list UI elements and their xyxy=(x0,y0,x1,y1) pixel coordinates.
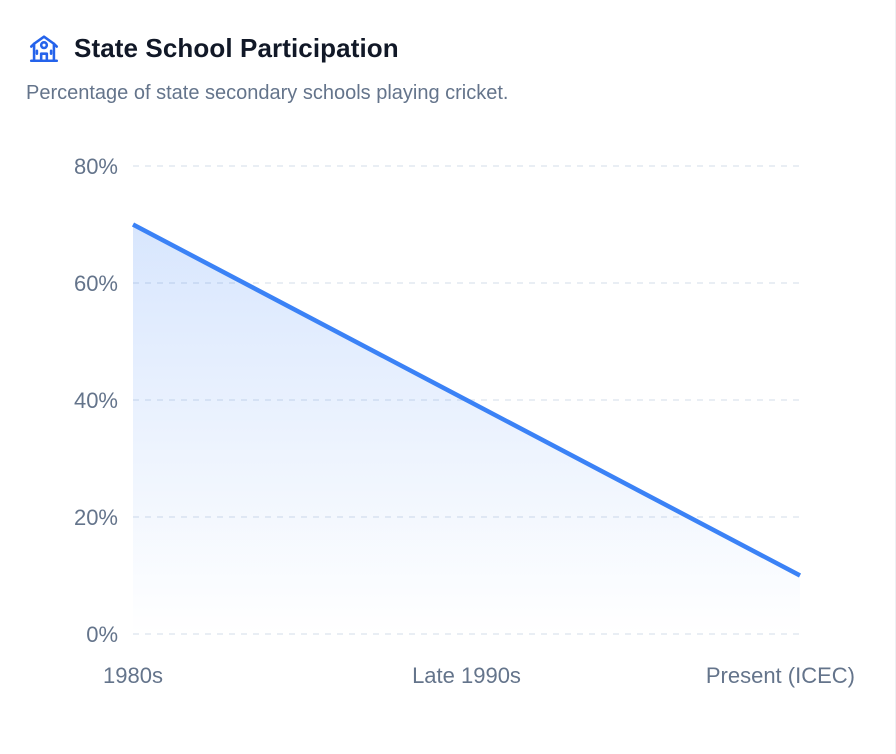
area-fill xyxy=(133,224,800,634)
y-tick-label: 60% xyxy=(74,271,118,296)
y-tick-label: 40% xyxy=(74,388,118,413)
x-tick-label: Present (ICEC) xyxy=(706,663,855,688)
card-header: State School Participation xyxy=(26,30,399,66)
y-tick-label: 80% xyxy=(74,154,118,179)
chart-subtitle: Percentage of state secondary schools pl… xyxy=(26,82,509,104)
x-tick-label: Late 1990s xyxy=(412,663,521,688)
chart-title: State School Participation xyxy=(74,32,399,63)
y-tick-label: 0% xyxy=(86,622,118,647)
x-tick-label: 1980s xyxy=(103,663,163,688)
school-icon xyxy=(26,30,62,66)
y-tick-label: 20% xyxy=(74,505,118,530)
